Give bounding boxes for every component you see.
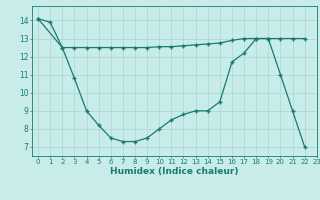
X-axis label: Humidex (Indice chaleur): Humidex (Indice chaleur) (110, 167, 239, 176)
